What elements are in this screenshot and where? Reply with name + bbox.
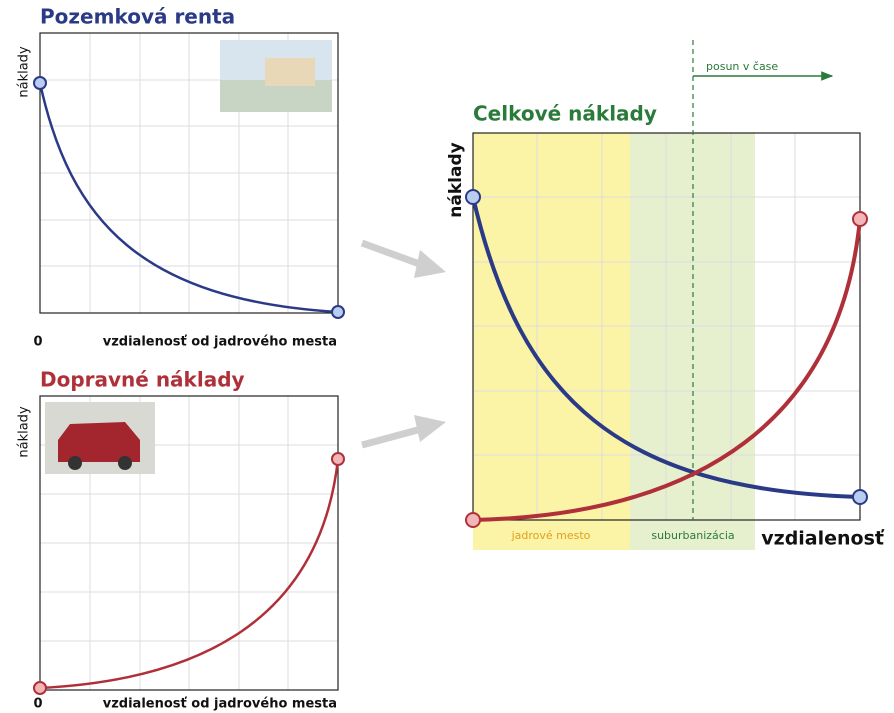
curve-end [466,513,480,527]
curve-end [853,490,867,504]
panel-transport-costs: Dopravné náklady náklady 0 vzdialenosť o… [17,368,345,712]
curve-end [853,212,867,226]
panel-title: Celkové náklady [473,102,657,126]
panel-land-rent: Pozemková renta náklady 0 vzdialenosť od… [17,5,345,350]
x-label: vzdialenosť od jadrového mesta [103,697,337,712]
photo-building [265,58,315,86]
photo-car-body [58,422,140,462]
curve-end [332,306,344,318]
y-label: náklady [17,406,32,458]
zone-label: jadrové mesto [511,529,591,542]
photo-wheel [118,456,132,470]
x-label: vzdialenosť od jadrového mesta [103,335,337,350]
flow-arrow-head [414,250,446,278]
diagram: Pozemková renta náklady 0 vzdialenosť od… [0,0,894,713]
y-label: náklady [17,46,32,98]
curve-end [332,453,344,465]
flow-arrow-head [414,415,446,442]
x-label: vzdialenosť [761,528,885,550]
panel-title: Pozemková renta [40,5,235,29]
shift-label: posun v čase [706,60,778,73]
y-label: náklady [446,142,466,217]
curve-end [34,77,46,89]
flow-arrow [362,243,425,266]
curve-end [466,190,480,204]
curve-end [34,682,46,694]
flow-arrow [362,428,425,445]
origin-label: 0 [33,697,42,712]
zone-label: suburbanizácia [651,529,734,542]
zone-core-city [473,133,630,550]
panel-title: Dopravné náklady [40,368,245,392]
origin-label: 0 [33,335,42,350]
photo-wheel [68,456,82,470]
panel-total-costs: posun v čase Celkové náklady náklady jad… [446,40,885,550]
